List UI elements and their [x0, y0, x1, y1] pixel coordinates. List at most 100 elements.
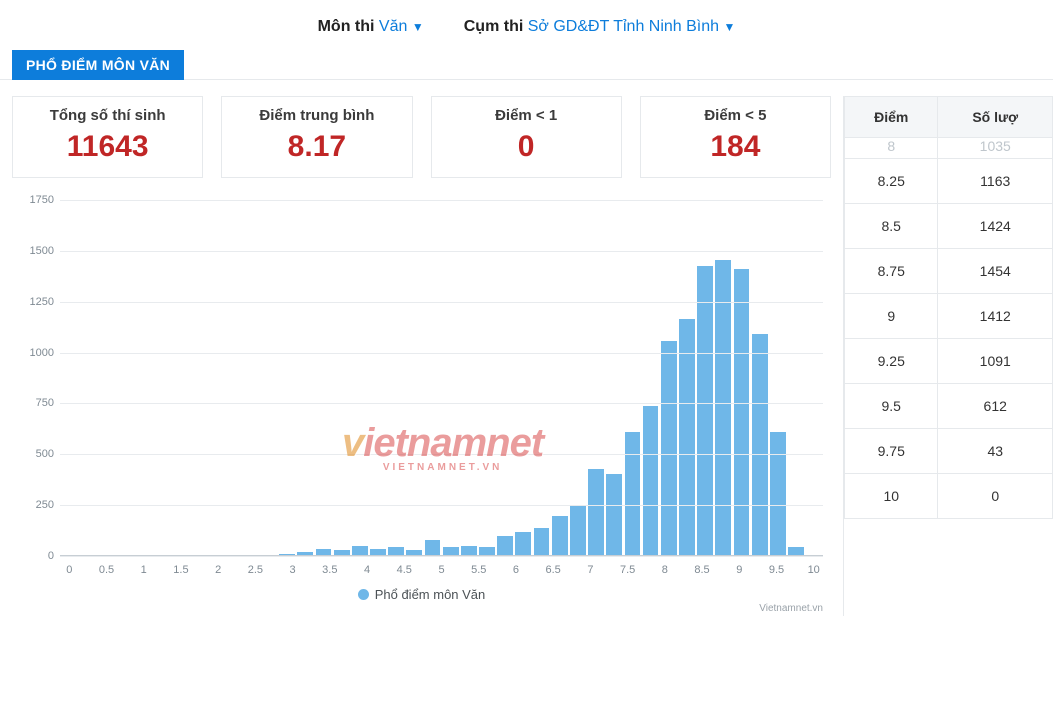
x-tick-label: 0	[66, 564, 72, 576]
stat-value: 8.17	[228, 130, 405, 163]
x-tick-label: 1.5	[173, 564, 188, 576]
bar	[534, 528, 550, 556]
x-tick-label: 6.5	[546, 564, 561, 576]
x-tick-label: 10	[808, 564, 820, 576]
x-tick-label: 1	[141, 564, 147, 576]
table-cell: 1454	[938, 249, 1053, 294]
table-cell: 1412	[938, 294, 1053, 339]
table-row: 8.751454	[845, 249, 1053, 294]
cluster-label: Cụm thi	[464, 18, 524, 35]
y-tick-label: 250	[20, 499, 54, 511]
cluster-value: Sở GD&ĐT Tỉnh Ninh Bình ▼	[528, 18, 736, 35]
score-distribution-chart: 0 250 500 750 1000 1250 1500 1750 0 0.5 1 1.5 2 2.5 3 3…	[12, 196, 831, 616]
x-tick-label: 7	[587, 564, 593, 576]
x-tick-label: 3	[290, 564, 296, 576]
subject-value: Văn ▼	[379, 18, 424, 35]
table-row: 9.5612	[845, 384, 1053, 429]
subject-selector[interactable]: Môn thi Văn ▼	[318, 18, 424, 36]
x-tick-label: 5.5	[471, 564, 486, 576]
table-cell: 9.5	[845, 384, 938, 429]
y-tick-label: 500	[20, 448, 54, 460]
y-tick-label: 1000	[20, 347, 54, 359]
table-row: 100	[845, 474, 1053, 519]
y-tick-label: 1750	[20, 194, 54, 206]
legend-dot-icon	[358, 589, 369, 600]
stat-label: Điểm < 5	[647, 107, 824, 124]
bar	[425, 540, 441, 556]
table-cell: 8.25	[845, 159, 938, 204]
x-tick-label: 9.5	[769, 564, 784, 576]
table-cell: 612	[938, 384, 1053, 429]
chevron-down-icon: ▼	[724, 20, 736, 34]
bar	[697, 266, 713, 556]
score-table: ĐiểmSố lượ 810358.2511638.514248.7514549…	[844, 96, 1053, 519]
x-tick-label: 9	[736, 564, 742, 576]
y-tick-label: 0	[20, 550, 54, 562]
x-tick-label: 8.5	[694, 564, 709, 576]
x-tick-label: 2.5	[248, 564, 263, 576]
x-tick-label: 3.5	[322, 564, 337, 576]
table-cell: 9	[845, 294, 938, 339]
bar	[588, 469, 604, 556]
bar	[606, 474, 622, 556]
table-cell: 1091	[938, 339, 1053, 384]
stat-card: Tổng số thí sinh 11643	[12, 96, 203, 178]
table-cell: 1035	[938, 138, 1053, 159]
table-cell: 43	[938, 429, 1053, 474]
table-cell: 1424	[938, 204, 1053, 249]
bar	[661, 341, 677, 556]
table-header: Điểm	[845, 97, 938, 138]
x-tick-label: 4.5	[397, 564, 412, 576]
table-cell: 10	[845, 474, 938, 519]
stat-label: Điểm trung bình	[228, 107, 405, 124]
subject-label: Môn thi	[318, 18, 375, 35]
table-cell: 9.25	[845, 339, 938, 384]
stat-card: Điểm < 5 184	[640, 96, 831, 178]
table-row: 9.7543	[845, 429, 1053, 474]
bar	[497, 536, 513, 556]
bar	[643, 406, 659, 556]
bar	[679, 319, 695, 556]
y-tick-label: 1250	[20, 296, 54, 308]
bar	[570, 505, 586, 556]
table-cell: 8	[845, 138, 938, 159]
stat-value: 184	[647, 130, 824, 163]
x-tick-label: 2	[215, 564, 221, 576]
cluster-selector[interactable]: Cụm thi Sở GD&ĐT Tỉnh Ninh Bình ▼	[464, 18, 736, 36]
bar	[515, 532, 531, 556]
table-row: 9.251091	[845, 339, 1053, 384]
table-row: 91412	[845, 294, 1053, 339]
y-tick-label: 750	[20, 397, 54, 409]
bar	[752, 334, 768, 556]
bar	[770, 432, 786, 556]
table-cell: 8.75	[845, 249, 938, 294]
x-tick-label: 6	[513, 564, 519, 576]
chart-credit: Vietnamnet.vn	[759, 603, 823, 614]
table-row: 8.51424	[845, 204, 1053, 249]
table-cell: 9.75	[845, 429, 938, 474]
bar	[715, 260, 731, 556]
table-row: 8.251163	[845, 159, 1053, 204]
x-tick-label: 0.5	[99, 564, 114, 576]
x-tick-label: 5	[438, 564, 444, 576]
table-cell: 1163	[938, 159, 1053, 204]
stat-card: Điểm < 1 0	[431, 96, 622, 178]
y-tick-label: 1500	[20, 245, 54, 257]
table-cell: 8.5	[845, 204, 938, 249]
section-title: PHỔ ĐIỂM MÔN VĂN	[12, 50, 184, 80]
x-tick-label: 8	[662, 564, 668, 576]
table-cell: 0	[938, 474, 1053, 519]
bar	[734, 269, 750, 556]
bar	[552, 516, 568, 556]
bar	[625, 432, 641, 556]
stat-value: 0	[438, 130, 615, 163]
chart-legend: Phổ điểm môn Văn	[12, 587, 831, 602]
x-tick-label: 7.5	[620, 564, 635, 576]
stat-value: 11643	[19, 130, 196, 163]
stat-label: Điểm < 1	[438, 107, 615, 124]
chevron-down-icon: ▼	[412, 20, 424, 34]
x-tick-label: 4	[364, 564, 370, 576]
stat-card: Điểm trung bình 8.17	[221, 96, 412, 178]
stat-label: Tổng số thí sinh	[19, 107, 196, 124]
table-header: Số lượ	[938, 97, 1053, 138]
